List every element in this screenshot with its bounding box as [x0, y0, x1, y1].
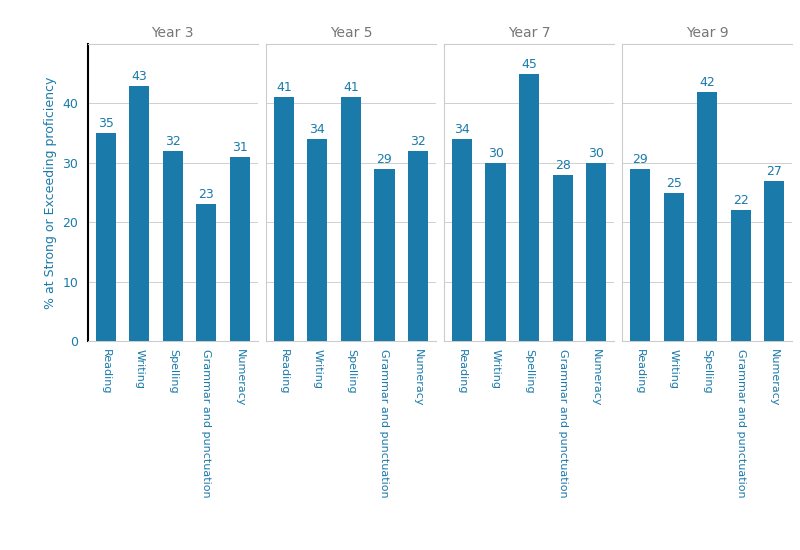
Text: 28: 28	[554, 159, 570, 172]
Bar	[486, 163, 506, 341]
Text: 32: 32	[165, 135, 181, 148]
Bar	[663, 192, 684, 341]
Text: 29: 29	[632, 153, 648, 166]
Text: 41: 41	[276, 81, 292, 95]
Text: 25: 25	[666, 177, 682, 190]
Text: 27: 27	[766, 164, 782, 178]
Bar	[586, 163, 606, 341]
Bar	[96, 133, 116, 341]
Bar	[408, 151, 428, 341]
Text: 43: 43	[131, 70, 147, 82]
Bar	[196, 205, 217, 341]
Text: 31: 31	[232, 141, 248, 154]
Text: 45: 45	[521, 58, 537, 71]
Text: 23: 23	[198, 189, 214, 201]
Bar	[764, 180, 784, 341]
Text: 30: 30	[588, 147, 604, 160]
Bar	[697, 91, 718, 341]
Bar	[452, 139, 472, 341]
Bar	[162, 151, 183, 341]
Bar	[307, 139, 327, 341]
Text: 32: 32	[410, 135, 426, 148]
Y-axis label: % at Strong or Exceeding proficiency: % at Strong or Exceeding proficiency	[44, 76, 57, 309]
Title: Year 3: Year 3	[151, 26, 194, 40]
Text: 29: 29	[377, 153, 392, 166]
Text: 41: 41	[343, 81, 359, 95]
Title: Year 5: Year 5	[330, 26, 372, 40]
Text: 42: 42	[699, 75, 715, 89]
Bar	[730, 210, 750, 341]
Text: 34: 34	[454, 123, 470, 136]
Text: 35: 35	[98, 117, 114, 130]
Title: Year 9: Year 9	[686, 26, 729, 40]
Text: 34: 34	[310, 123, 326, 136]
Bar	[553, 175, 573, 341]
Bar	[274, 97, 294, 341]
Bar	[130, 86, 150, 341]
Text: 30: 30	[487, 147, 503, 160]
Text: 22: 22	[733, 194, 749, 207]
Title: Year 7: Year 7	[508, 26, 550, 40]
Bar	[519, 74, 539, 341]
Bar	[341, 97, 361, 341]
Bar	[230, 157, 250, 341]
Bar	[630, 169, 650, 341]
Bar	[374, 169, 394, 341]
